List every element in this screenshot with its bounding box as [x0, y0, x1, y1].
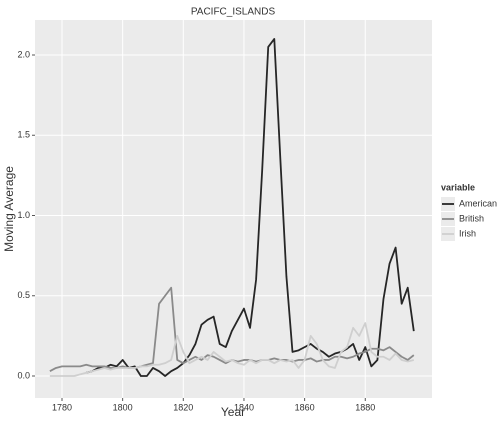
- x-tick-label: 1840: [234, 402, 254, 412]
- x-tick-label: 1780: [52, 402, 72, 412]
- y-tick-label: 1.0: [17, 210, 30, 220]
- x-tick-label: 1820: [173, 402, 193, 412]
- x-axis-label: Year: [221, 405, 245, 419]
- legend-label: Irish: [459, 228, 476, 238]
- series-line: [49, 322, 415, 377]
- y-tick-label: 0.0: [17, 370, 30, 380]
- y-axis-label: Moving Average: [2, 166, 16, 252]
- y-tick-label: 1.5: [17, 130, 30, 140]
- y-tick-label: 0.5: [17, 290, 30, 300]
- y-tick-label: 2.0: [17, 49, 30, 59]
- legend-label: American: [459, 198, 497, 208]
- legend-title: variable: [441, 182, 475, 192]
- series-line: [86, 38, 415, 377]
- x-tick-label: 1880: [355, 402, 375, 412]
- x-tick-label: 1800: [113, 402, 133, 412]
- panel: [35, 20, 432, 398]
- chart-title: PACIFC_ISLANDS: [191, 7, 276, 18]
- x-tick-label: 1860: [295, 402, 315, 412]
- legend-label: British: [459, 213, 484, 223]
